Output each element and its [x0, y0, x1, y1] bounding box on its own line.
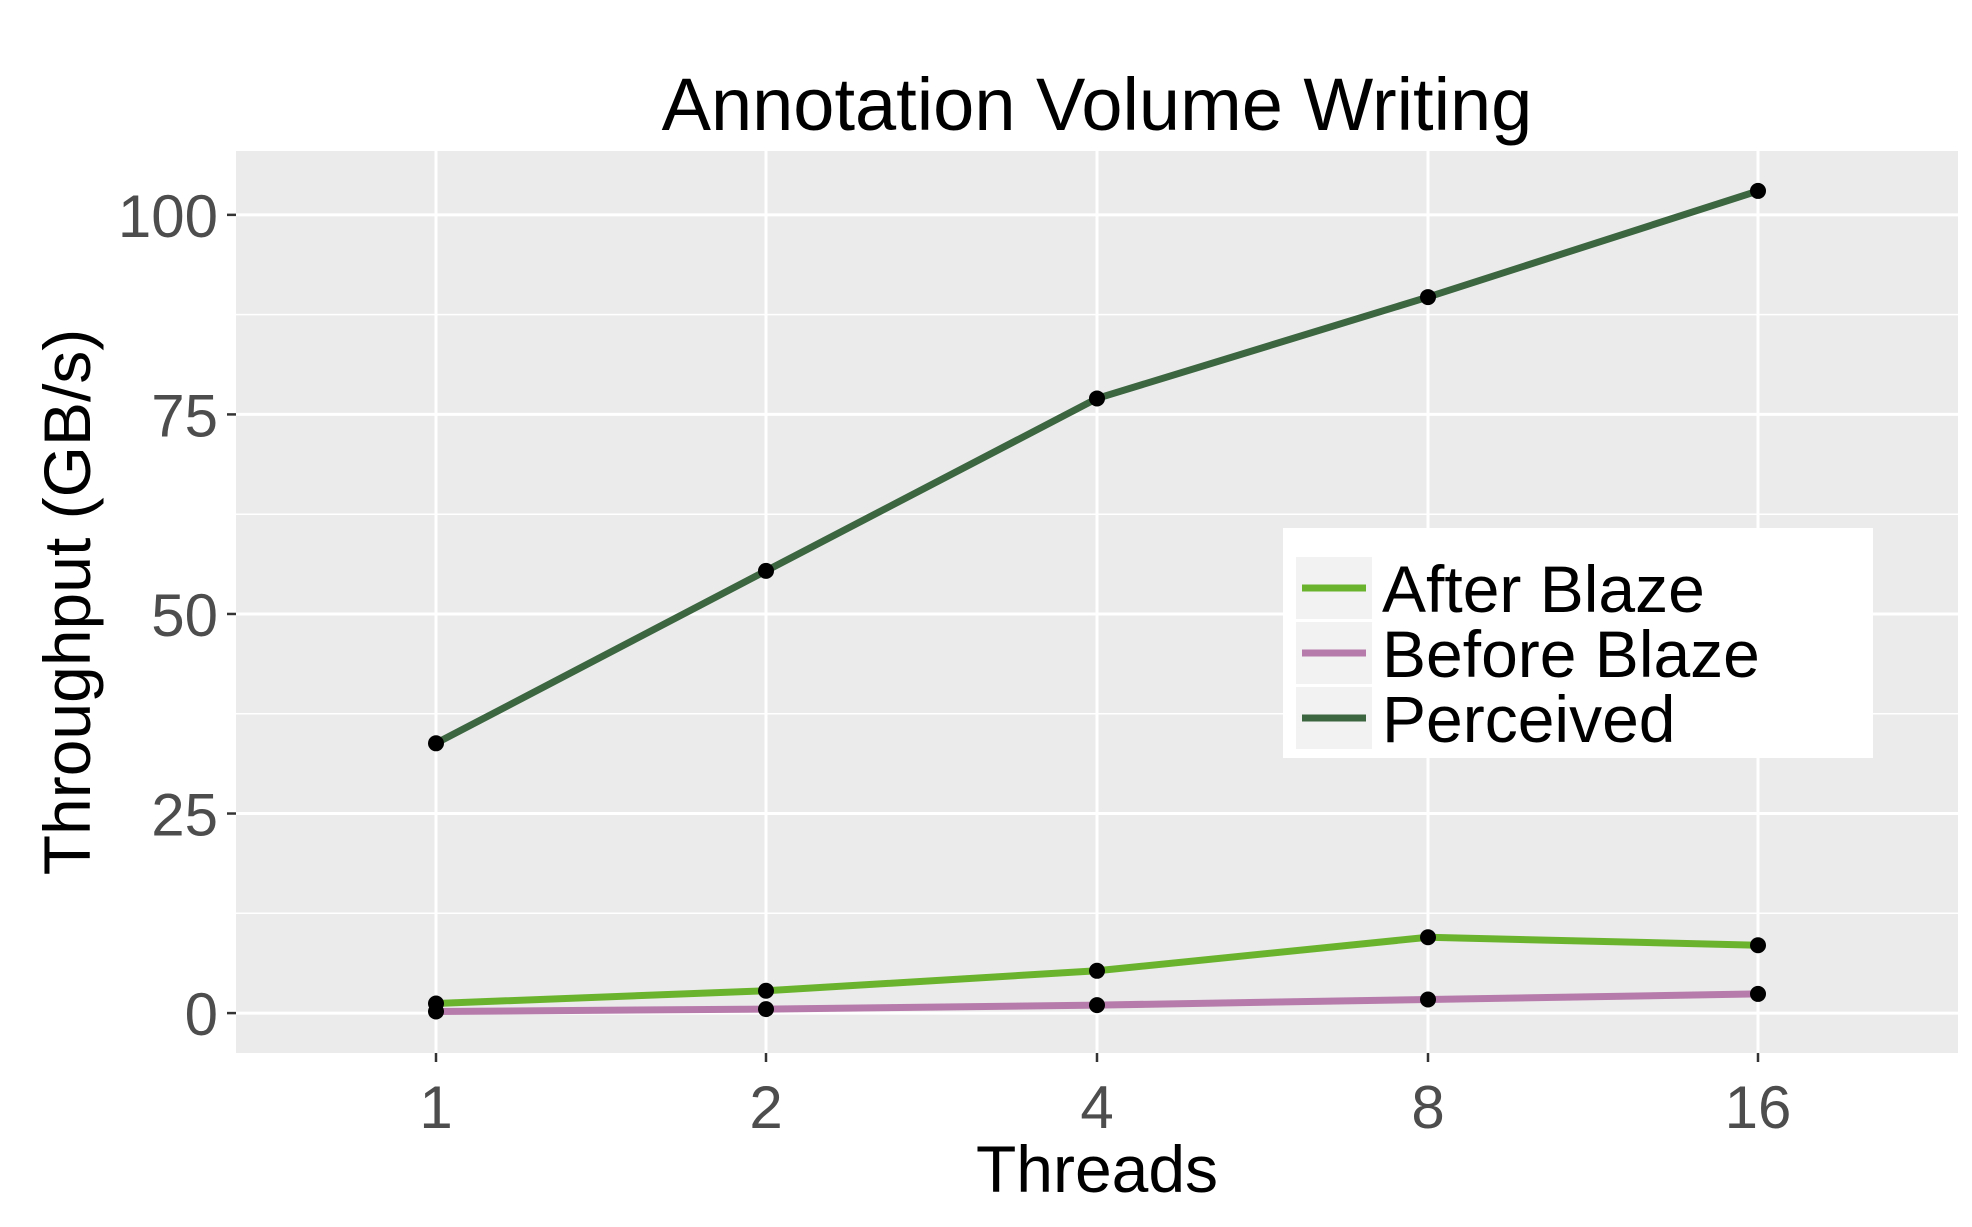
- data-point: [1420, 991, 1436, 1008]
- x-axis: 1 2 4 8 16: [419, 1053, 1791, 1141]
- data-point: [1750, 937, 1766, 954]
- data-point: [758, 1001, 774, 1018]
- y-tick-label: 75: [151, 382, 218, 449]
- legend-box: [1283, 528, 1873, 758]
- legend-label: After Blaze: [1382, 552, 1705, 626]
- y-axis: 0 25 50 75 100: [118, 183, 236, 1048]
- x-tick-label: 8: [1411, 1074, 1444, 1141]
- data-point: [1420, 929, 1436, 946]
- data-point: [428, 1003, 444, 1020]
- y-tick-label: 25: [151, 782, 218, 849]
- y-tick-label: 100: [118, 183, 218, 250]
- y-tick-label: 50: [151, 582, 218, 649]
- x-axis-label: Threads: [976, 1132, 1218, 1206]
- data-point: [1089, 962, 1105, 979]
- x-tick-label: 2: [749, 1074, 782, 1141]
- data-point: [758, 562, 774, 579]
- legend-label: Perceived: [1382, 682, 1676, 756]
- data-point: [1089, 997, 1105, 1014]
- x-tick-label: 1: [419, 1074, 452, 1141]
- data-point: [428, 735, 444, 752]
- data-point: [1750, 985, 1766, 1002]
- legend-label: Before Blaze: [1382, 617, 1760, 691]
- data-point: [1420, 289, 1436, 306]
- y-tick-label: 0: [185, 981, 218, 1048]
- series-points: [428, 182, 1766, 1020]
- chart-title: Annotation Volume Writing: [662, 63, 1533, 146]
- y-axis-label: Throughput (GB/s): [30, 329, 104, 876]
- data-point: [1750, 182, 1766, 199]
- data-point: [1089, 390, 1105, 407]
- x-tick-label: 16: [1725, 1074, 1792, 1141]
- data-point: [758, 982, 774, 999]
- x-tick-label: 4: [1080, 1074, 1113, 1141]
